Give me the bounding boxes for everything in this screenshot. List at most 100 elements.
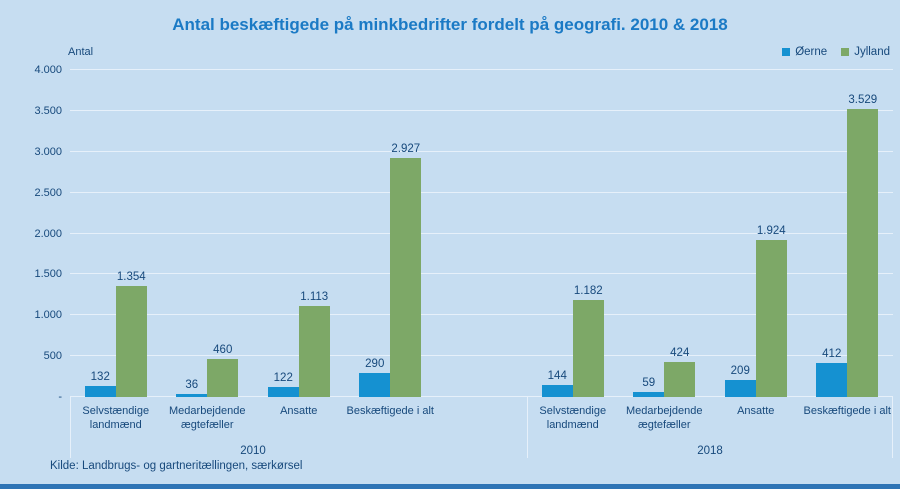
bar-value-label: 1.113 — [300, 291, 329, 304]
axis-separator-line — [892, 397, 893, 458]
bar-value-label: 1.354 — [116, 271, 146, 284]
bar-wrap: 290 — [359, 70, 391, 397]
group-year-label: 2018 — [697, 445, 723, 457]
category-cell: 290 2.927 Beskæftigede i alt — [345, 70, 437, 417]
bar-value-label: 144 — [547, 370, 567, 383]
category-label: Ansatte — [244, 404, 354, 418]
gridline — [70, 355, 893, 357]
bar-øerne — [724, 379, 756, 397]
bar-wrap: 3.529 — [847, 70, 879, 397]
bottom-accent-bar — [0, 484, 900, 489]
category-cell: 144 1.182 Selvstændige landmænd — [527, 70, 619, 431]
gridline — [70, 396, 893, 397]
axis-separator-line — [527, 397, 528, 458]
oerne-swatch-icon — [782, 48, 791, 56]
category-label: Beskæftigede i alt — [792, 404, 900, 418]
category-cell: 209 1.924 Ansatte — [710, 70, 802, 417]
category-label: Medarbejdende ægtefæller — [152, 404, 262, 432]
bar-value-label: 132 — [90, 371, 110, 384]
bar-wrap: 460 — [207, 70, 239, 397]
category-label: Ansatte — [701, 404, 811, 418]
gridline — [70, 69, 893, 70]
bar-value-label: 3.529 — [848, 93, 878, 106]
category-label: Medarbejdende ægtefæller — [609, 404, 719, 432]
bar-value-label: 2.927 — [391, 142, 421, 155]
bar-wrap: 412 — [816, 70, 848, 397]
category-label: Selvstændige landmænd — [61, 404, 171, 432]
gridline — [70, 191, 893, 193]
category-cell: 132 1.354 Selvstændige landmænd — [70, 70, 162, 431]
y-tick-label: - — [58, 391, 62, 403]
category-label: Beskæftigede i alt — [335, 404, 445, 418]
y-tick-label: 1.500 — [34, 268, 62, 281]
bar-øerne — [541, 385, 573, 397]
bar-jylland — [298, 306, 330, 397]
category-label-line: Beskæftigede i alt — [346, 405, 434, 417]
bar-øerne — [267, 387, 299, 397]
bar-øerne — [176, 394, 208, 397]
category-label-line: Beskæftigede i alt — [803, 405, 891, 417]
y-tick-label: 3.500 — [34, 104, 62, 117]
bar-jylland — [572, 300, 604, 397]
category-label-line: Medarbejdende — [626, 405, 703, 417]
gridline — [70, 150, 893, 152]
category-cell: 122 1.113 Ansatte — [253, 70, 345, 417]
bar-øerne — [84, 386, 116, 397]
y-axis-unit-label: Antal — [68, 46, 94, 58]
y-axis-tick-labels: 4.000 3.500 3.000 2.500 2.000 1.500 1.000 500 - — [22, 64, 62, 403]
bar-value-label: 209 — [730, 364, 750, 377]
bar-jylland — [664, 362, 696, 397]
bar-value-label: 290 — [365, 358, 385, 371]
bar-jylland — [755, 239, 787, 397]
y-tick-label: 500 — [43, 350, 62, 363]
gridline — [70, 109, 893, 111]
bar-group-2010: 132 1.354 Selvstændige landmænd 36 460 Medarbe… — [70, 70, 437, 457]
bar-wrap: 209 — [724, 70, 756, 397]
category-label-line: ægtefæller — [637, 419, 691, 431]
bar-jylland — [207, 359, 239, 397]
legend: Øerne Jylland — [782, 46, 890, 58]
legend-item-oerne: Øerne — [782, 46, 827, 58]
plot-area: 132 1.354 Selvstændige landmænd 36 460 Medarbe… — [70, 69, 894, 458]
gridline — [70, 232, 893, 234]
category-cell: 59 424 Medarbejdende ægtefæller — [619, 70, 711, 431]
y-tick-label: 4.000 — [34, 64, 62, 76]
bar-wrap: 122 — [267, 70, 299, 397]
bar-value-label: 412 — [822, 348, 842, 361]
category-label-line: Selvstændige — [82, 405, 150, 417]
bar-value-label: 122 — [273, 372, 293, 385]
bar-wrap: 59 — [633, 70, 665, 397]
category-label-line: landmænd — [89, 419, 142, 431]
y-tick-label: 2.500 — [34, 186, 62, 199]
source-note: Kilde: Landbrugs- og gartneritællingen, … — [50, 460, 303, 472]
category-label-line: landmænd — [546, 419, 599, 431]
bar-wrap: 424 — [664, 70, 696, 397]
bar-wrap: 144 — [541, 70, 573, 397]
y-tick-label: 3.000 — [34, 145, 62, 158]
legend-label-oerne: Øerne — [795, 46, 828, 58]
bar-øerne — [359, 373, 391, 397]
bar-value-label: 1.182 — [573, 285, 603, 298]
bar-jylland — [847, 108, 879, 397]
bar-wrap: 1.354 — [115, 70, 147, 397]
bar-value-label: 59 — [642, 377, 656, 390]
bar-wrap: 1.113 — [298, 70, 330, 397]
gridline — [70, 273, 893, 275]
bar-value-label: 460 — [213, 344, 233, 357]
bar-wrap: 2.927 — [390, 70, 422, 397]
bar-jylland — [390, 157, 422, 397]
y-tick-label: 2.000 — [34, 227, 62, 240]
bar-value-label: 1.924 — [756, 224, 786, 237]
bar-wrap: 1.924 — [755, 70, 787, 397]
category-label-line: Selvstændige — [539, 405, 607, 417]
bar-group-2018: 144 1.182 Selvstændige landmænd 59 424 Medarbe… — [527, 70, 894, 457]
legend-item-jylland: Jylland — [841, 46, 890, 58]
category-cell: 36 460 Medarbejdende ægtefæller — [162, 70, 254, 431]
category-label-line: ægtefæller — [180, 419, 234, 431]
category-cell: 412 3.529 Beskæftigede i alt — [802, 70, 894, 417]
category-label-line: Medarbejdende — [169, 405, 246, 417]
y-tick-label: 1.000 — [34, 309, 62, 322]
gridline — [70, 314, 893, 316]
bar-wrap: 36 — [176, 70, 208, 397]
chart-title: Antal beskæftigede på minkbedrifter ford… — [172, 15, 728, 34]
